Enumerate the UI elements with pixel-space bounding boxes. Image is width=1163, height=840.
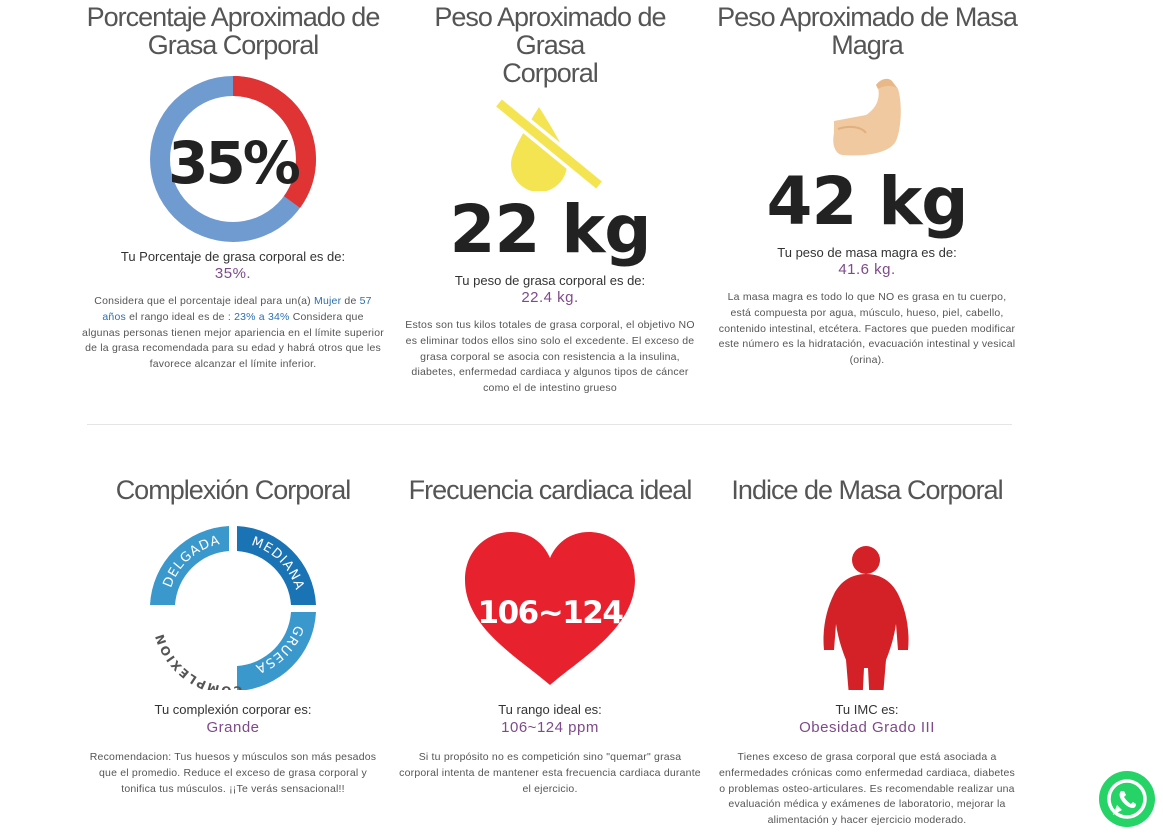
bmi-label: Tu IMC es: <box>835 702 899 717</box>
ideal-range-value: 23% a 34% <box>234 310 290 323</box>
segment-medium <box>237 526 316 605</box>
heart-icon: 106~124 <box>465 532 635 685</box>
complexion-title: Complexión Corporal <box>115 475 352 505</box>
fat-weight-card: Peso Aproximado de Grasa Corporal 22 kg … <box>399 0 701 397</box>
bmi-description: Tienes exceso de grasa corporal que está… <box>718 751 1016 827</box>
complexion-value: Grande <box>206 719 260 736</box>
lean-mass-card: Peso Aproximado de Masa Magra 42 kg Tu p… <box>716 0 1018 369</box>
body-fat-donut-chart: 35% <box>150 76 316 242</box>
body-fat-title: Porcentaje Aproximado de Grasa Corporal <box>86 2 381 60</box>
bmi-value: Obesidad Grado III <box>799 719 935 736</box>
gender-value: Mujer <box>314 295 342 307</box>
segment-large <box>237 612 316 690</box>
whatsapp-icon[interactable] <box>1098 770 1156 828</box>
body-fat-card: Porcentaje Aproximado de Grasa Corporal … <box>82 0 384 373</box>
body-fat-chart-value: 35% <box>168 129 300 197</box>
fat-weight-value: 22.4 kg. <box>521 289 579 306</box>
fat-weight-big-value: 22 kg <box>449 191 652 268</box>
fat-weight-description: Estos son tus kilos totales de grasa cor… <box>405 319 695 395</box>
fat-segment <box>150 76 316 242</box>
complexion-description: Recomendacion: Tus huesos y músculos son… <box>89 751 377 795</box>
body-fat-label: Tu Porcentaje de grasa corporal es de: <box>120 249 346 264</box>
age-unit: años <box>102 310 126 323</box>
lean-mass-title: Peso Aproximado de Masa Magra <box>717 2 1018 60</box>
lean-mass-description: La masa magra es todo lo que NO es grasa… <box>718 291 1016 367</box>
lean-mass-big-value: 42 kg <box>766 163 969 240</box>
complexion-label: Tu complexión corporar es: <box>154 702 312 717</box>
age-value: 57 <box>359 295 372 307</box>
row-divider <box>87 424 1012 425</box>
heart-rate-label: Tu rango ideal es: <box>498 702 602 717</box>
complexion-ring-label: COMPLEXION <box>152 631 241 690</box>
heart-rate-heart-value: 106~124 <box>478 595 624 631</box>
lean-mass-label: Tu peso de masa magra es de: <box>777 245 957 260</box>
heart-rate-description: Si tu propósito no es competición sino "… <box>399 751 701 795</box>
crossed-drop-icon <box>493 99 605 191</box>
obese-body-icon <box>823 546 909 690</box>
lean-mass-value: 41.6 kg. <box>838 261 896 278</box>
body-fat-value: 35%. <box>214 265 252 282</box>
bmi-card: Indice de Masa Corporal Tu IMC es: Obesi… <box>716 476 1018 829</box>
flexed-arm-icon <box>833 78 901 156</box>
heart-rate-title: Frecuencia cardiaca ideal <box>408 475 693 505</box>
heart-rate-value: 106~124 ppm <box>501 719 599 736</box>
complexion-ring-chart: DELGADA MEDIANA GRUESA COMPLEXION <box>150 526 316 690</box>
segment-thin <box>150 526 229 605</box>
bmi-title: Indice de Masa Corporal <box>731 475 1003 505</box>
fat-weight-label: Tu peso de grasa corporal es de: <box>454 273 646 288</box>
svg-text:COMPLEXION: COMPLEXION <box>152 631 243 690</box>
fat-weight-title: Peso Aproximado de Grasa Corporal <box>434 2 666 88</box>
body-fat-description: Considera que el porcentaje ideal para u… <box>82 295 384 371</box>
complexion-card: Complexión Corporal DELGADA MEDIANA GRUE… <box>82 476 384 797</box>
heart-rate-card: Frecuencia cardiaca ideal 106~124 Tu ran… <box>399 476 701 797</box>
